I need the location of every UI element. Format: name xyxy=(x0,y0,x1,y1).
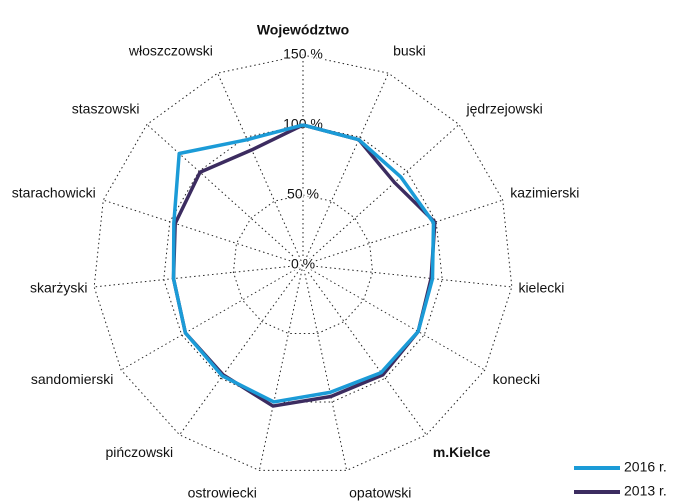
grid-spoke xyxy=(302,72,389,266)
category-label: pińczowski xyxy=(105,444,173,460)
grid-spoke xyxy=(302,124,460,266)
grid-spoke xyxy=(258,264,304,471)
category-label: opatowski xyxy=(349,484,411,500)
grid-spoke xyxy=(302,264,512,288)
r-tick-label: 150 % xyxy=(283,46,323,62)
category-label: skarżyski xyxy=(30,280,88,296)
grid-spoke xyxy=(94,264,304,288)
category-label: Województwo xyxy=(257,22,349,38)
grid-spoke xyxy=(302,199,503,266)
legend-label: 2016 r. xyxy=(624,459,667,475)
grid-spoke xyxy=(179,264,304,436)
grid-spoke xyxy=(146,124,304,266)
r-tick-label: 50 % xyxy=(287,186,319,202)
category-label: kielecki xyxy=(518,280,564,296)
grid-spoke xyxy=(120,264,304,371)
grid-spoke xyxy=(217,72,304,266)
category-label: m.Kielce xyxy=(433,444,491,460)
series-line xyxy=(171,123,436,404)
grid-spoke xyxy=(302,264,486,371)
grid-spoke xyxy=(302,264,348,471)
grid-ring xyxy=(232,194,374,334)
category-label: buski xyxy=(393,42,426,58)
category-label: sandomierski xyxy=(31,371,113,387)
series-line xyxy=(171,123,437,408)
category-label: jędrzejowski xyxy=(466,100,543,116)
category-label: ostrowiecki xyxy=(188,484,257,500)
category-label: konecki xyxy=(493,371,540,387)
category-label: staszowski xyxy=(72,100,140,116)
r-tick-label: 0 % xyxy=(291,256,315,272)
grid-spoke xyxy=(302,264,427,436)
grid-spoke xyxy=(103,199,304,266)
category-label: włoszczowski xyxy=(128,42,213,58)
category-label: starachowicki xyxy=(12,185,96,201)
category-label: kazimierski xyxy=(510,185,579,201)
legend-label: 2013 r. xyxy=(624,483,667,499)
